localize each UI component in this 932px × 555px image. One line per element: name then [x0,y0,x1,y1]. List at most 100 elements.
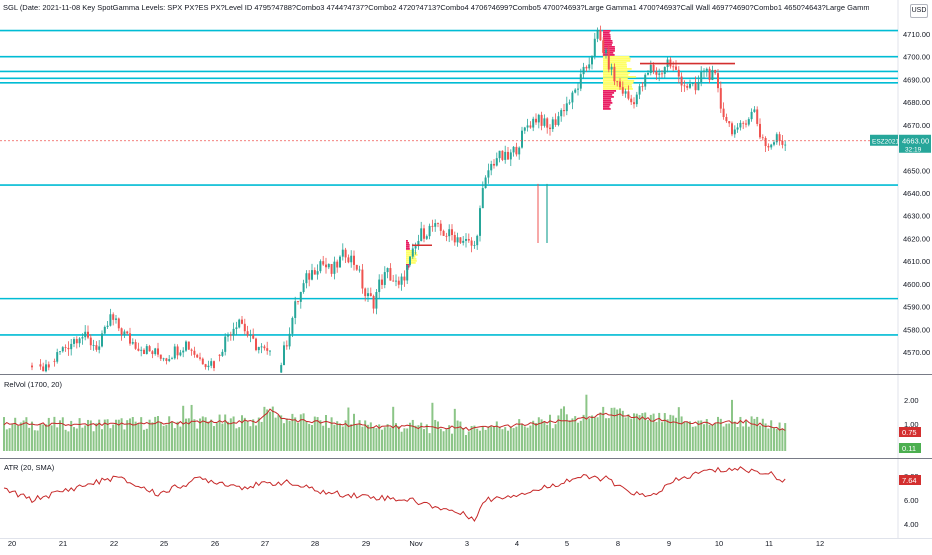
relvol-bar [465,435,467,451]
profile-bar [603,68,632,70]
price-tick-label: 4680.00 [903,98,930,107]
candle-body [61,347,64,352]
relvol-bar [456,420,459,451]
candle-body [675,66,677,70]
candle-body [764,137,767,147]
relvol-bar [112,424,115,451]
candle-body [616,81,619,83]
relvol-bar [680,416,683,451]
relvol-bar [285,418,288,451]
relvol-bar [263,406,266,451]
relvol-bar [81,427,84,451]
relvol-bar [574,416,577,451]
relvol-bar [109,428,112,451]
candle-body [417,240,420,247]
candle-body [185,341,187,351]
candle-body [680,76,683,86]
relvol-bar [728,423,731,451]
candle-body [717,73,719,89]
relvol-bar [353,413,355,451]
relvol-bar [507,430,509,451]
profile-bar [603,58,631,60]
relvol-bar [288,420,291,451]
relvol-bar [134,421,137,451]
relvol-bar [462,428,465,451]
candle-body [652,64,655,72]
relvol-bar [47,417,50,451]
candle-body [92,345,95,346]
candle-body [364,288,367,297]
relvol-bar [565,414,568,451]
candle-body [476,235,479,246]
relvol-bar [330,417,333,451]
price-tick-label: 4580.00 [903,325,930,334]
relvol-bar [593,417,596,451]
candle-body [745,123,747,125]
candle-body [498,150,501,159]
relvol-bar [745,420,747,451]
profile-bar [603,30,611,32]
relvol-bar [400,431,403,451]
candle-body [742,122,745,124]
candle-body [378,279,381,293]
relvol-bar [308,423,311,451]
candle-body [129,333,131,344]
relvol-bar [95,423,98,451]
relvol-bar [691,426,694,451]
candle-body [145,346,148,354]
relvol-bar [42,424,45,451]
relvol-bar [19,422,22,451]
indicator-legend[interactable]: SGL (Date: 2021-11-08 Key SpotGamma Leve… [3,3,869,12]
relvol-bar [266,409,269,451]
profile-bar [603,36,611,38]
relvol-bar [313,416,316,451]
relvol-bar [78,418,81,451]
price-tick-label: 4650.00 [903,166,930,175]
profile-bar [603,32,610,34]
candle-body [87,331,89,338]
price-axis[interactable]: 4710.004700.004690.004680.004670.004660.… [870,30,931,357]
time-axis[interactable]: 20 21 22 25 26 27 28 29 Nov 3 4 5 8 9 10 11 12 [8,539,824,548]
candle-body [773,142,775,145]
candle-body [728,121,731,124]
candle-body [103,326,106,334]
relvol-bar [327,427,330,451]
atr-pane[interactable]: 8.006.004.007.64 [3,466,921,529]
candle-body [294,301,297,318]
relvol-bar [448,425,451,451]
candle-body [389,268,392,281]
candle-body [330,263,333,274]
relvol-bar [92,431,95,451]
currency-badge[interactable]: USD [910,4,928,18]
relvol-pane[interactable]: 2.00 1.000.75 0.11 [3,394,921,453]
candle-body [299,291,302,302]
candle-body [207,365,210,368]
relvol-bar [756,416,759,451]
candle-body [672,66,675,68]
relvol-bar [252,419,255,451]
time-tick-label: 3 [465,539,469,548]
candle-body [109,314,112,326]
relvol-bar [333,424,336,451]
relvol-bar [719,418,722,451]
relvol-bar [714,423,717,451]
time-tick-label: 11 [765,539,773,548]
candle-body [120,328,123,335]
candle-body [451,229,453,236]
candle-body [781,140,784,145]
profile-bar [603,94,613,96]
relvol-bar [425,424,428,451]
candle-body [610,66,613,70]
relvol-bar [3,417,5,451]
candle-body [372,296,375,309]
candle-body [131,342,134,344]
relvol-bar [143,429,145,451]
relvol-line [3,408,786,432]
profile-bar [603,76,637,78]
relvol-bar [686,421,689,451]
relvol-bar [641,413,644,451]
profile-bar [603,60,631,62]
relvol-bar [89,420,92,451]
